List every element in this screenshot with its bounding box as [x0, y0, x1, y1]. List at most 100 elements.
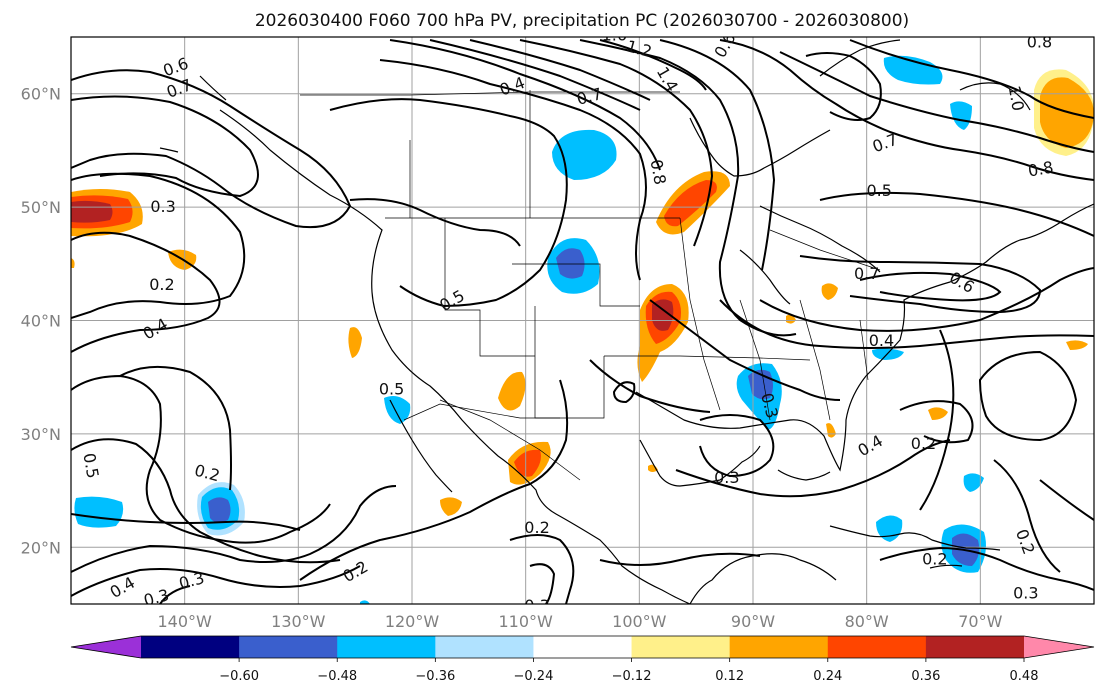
map-frame — [70, 36, 1095, 605]
pv-contour — [469, 39, 651, 101]
precip-negative-area — [360, 600, 370, 604]
colorbar-label: −0.48 — [317, 669, 357, 684]
colorbar-extend-low — [71, 636, 141, 658]
pv-contour — [71, 69, 352, 229]
coastline — [819, 39, 901, 77]
pv-contour — [519, 39, 714, 247]
contour-label: 1.6 — [602, 26, 627, 45]
colorbar-segment — [141, 636, 240, 658]
colorbar-label: 0.12 — [715, 669, 744, 684]
colorbar-segment — [631, 636, 731, 658]
borders — [300, 90, 881, 481]
pv-contour — [879, 546, 1094, 591]
pv-contour — [299, 379, 569, 581]
border — [769, 229, 881, 271]
colorbar-label: −0.24 — [514, 669, 554, 684]
colorbar-segment — [239, 636, 338, 658]
longitude-label: 140°W — [157, 612, 212, 631]
colorbar-label: 0.24 — [813, 669, 842, 684]
precip-negative-area — [963, 473, 984, 492]
latitude-label: 40°N — [21, 312, 61, 331]
pv-contour — [675, 439, 951, 498]
coastline — [759, 205, 881, 273]
precip-positive-area — [652, 299, 674, 331]
coastline — [199, 75, 227, 101]
coastline — [689, 553, 837, 604]
contour-label: 0.5 — [866, 181, 891, 200]
pv-contour — [579, 39, 797, 337]
contour-label: 0.3 — [524, 596, 549, 615]
pv-contour — [71, 438, 341, 564]
pv-contour — [978, 350, 1078, 442]
contour-label: 0.3 — [142, 585, 172, 610]
pv-contour — [1039, 479, 1094, 521]
pv-contour — [71, 172, 246, 319]
precip-positive-area — [648, 464, 658, 472]
map-title: 2026030400 F060 700 hPa PV, precipitatio… — [255, 11, 909, 31]
contour-label: 0.2 — [149, 275, 174, 294]
colorbar-label: −0.60 — [219, 669, 259, 684]
border — [799, 299, 831, 421]
longitude-labels: 140°W 130°W 120°W 110°W 100°W 90°W 80°W 70°W — [157, 612, 1002, 631]
coastline — [635, 203, 1094, 472]
pv-contour — [612, 381, 636, 404]
contour-label: 0.8 — [647, 158, 670, 186]
pv-contour — [899, 400, 974, 444]
colorbar-label: 0.36 — [911, 669, 940, 684]
contour-label: 1.0 — [1005, 84, 1028, 112]
pv-contour — [759, 267, 1094, 332]
pv-contour — [71, 485, 397, 573]
coastline — [159, 147, 179, 153]
pv-contour — [71, 231, 221, 353]
colorbar-segment — [925, 636, 1025, 658]
precip-positive-area — [514, 449, 541, 477]
longitude-label: 130°W — [271, 612, 326, 631]
coastline — [689, 117, 831, 177]
latitude-labels: 60°N 50°N 40°N 30°N 20°N — [21, 85, 61, 558]
precip-positive-area — [664, 180, 717, 227]
coastline — [389, 399, 453, 493]
precip-negative-area — [208, 497, 231, 523]
pv-contour — [993, 459, 1061, 573]
contour-label: 0.2 — [922, 550, 947, 569]
pv-contour — [719, 299, 1094, 349]
colorbar-segment — [533, 636, 633, 658]
pv-contour — [329, 98, 568, 308]
longitude-label: 120°W — [385, 612, 440, 631]
contour-label: 0.4 — [869, 331, 894, 350]
colorbar-label: 0.48 — [1010, 669, 1039, 684]
longitude-label: 80°W — [845, 612, 889, 631]
pv-contour — [71, 95, 259, 198]
contour-label: 0.3 — [150, 197, 175, 216]
coastline — [829, 525, 1001, 551]
precip-positive-area — [348, 327, 362, 358]
pv-contour — [599, 39, 707, 91]
graticule — [71, 37, 1094, 604]
coastline — [639, 439, 761, 487]
precip-positive-area — [71, 200, 113, 223]
precip-positive-area — [928, 407, 948, 420]
pv-contour — [509, 534, 575, 604]
border — [534, 306, 605, 419]
coastline — [777, 469, 831, 481]
latitude-label: 60°N — [21, 85, 61, 104]
contour-label: 0.8 — [1026, 157, 1054, 180]
pv-contour — [779, 51, 1094, 153]
pv-contour — [529, 563, 556, 604]
pv-contour — [599, 552, 761, 566]
contour-label: 0.2 — [911, 434, 936, 453]
precipitation-shading — [71, 55, 1094, 604]
colorbar-label: −0.12 — [612, 669, 652, 684]
precip-positive-area — [498, 371, 526, 411]
precip-negative-area — [883, 55, 943, 85]
longitude-label: 100°W — [612, 612, 667, 631]
longitude-label: 90°W — [731, 612, 775, 631]
coastline — [219, 109, 691, 604]
contour-label: 0.7 — [854, 264, 879, 283]
pv-contour — [805, 52, 882, 121]
coastlines — [159, 39, 1094, 604]
pv-contour — [71, 565, 361, 597]
latitude-label: 50°N — [21, 198, 61, 217]
precip-positive-area — [821, 283, 838, 300]
border — [604, 355, 811, 361]
